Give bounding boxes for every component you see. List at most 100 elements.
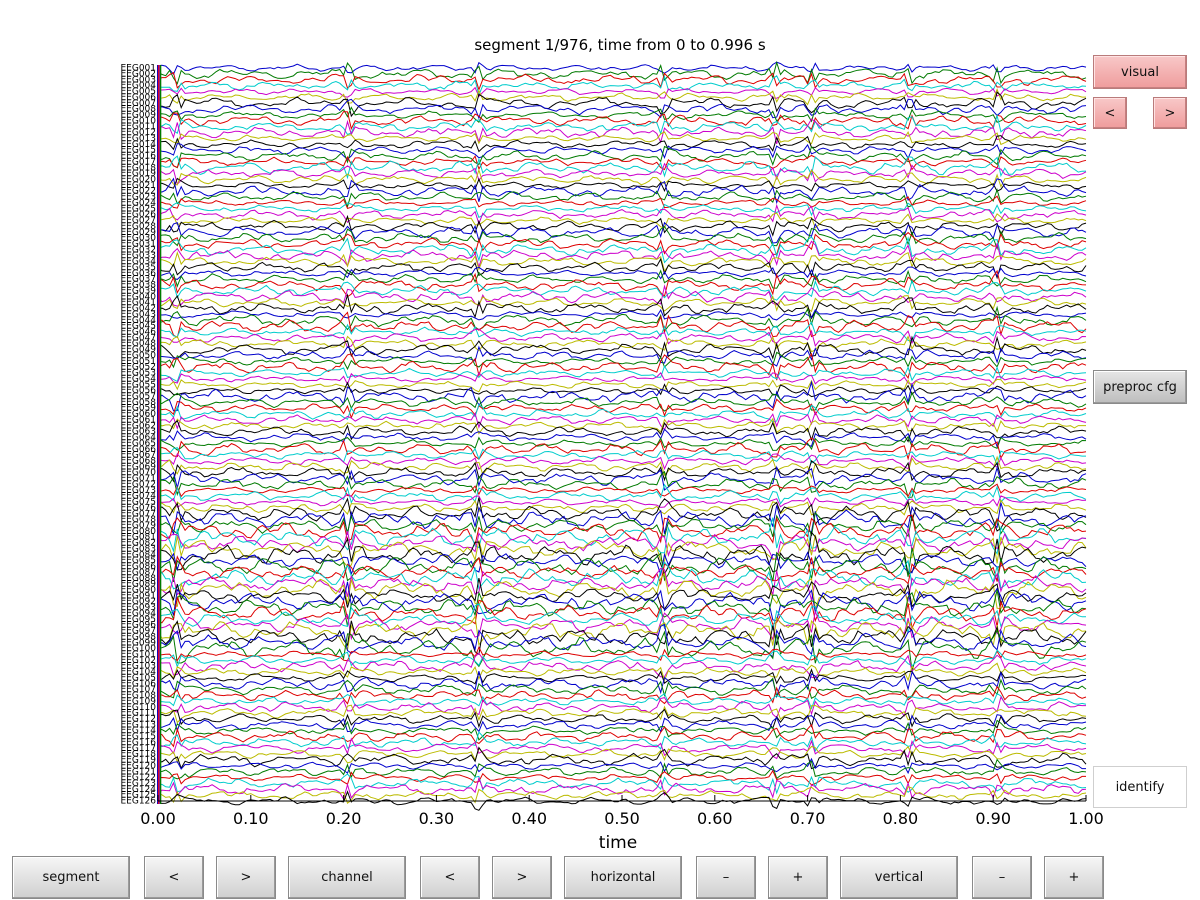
channel-trace: [157, 212, 1087, 229]
horizontal-minus-button[interactable]: –: [696, 856, 756, 899]
channel-label: EEG097: [120, 627, 156, 637]
vertical-button[interactable]: vertical: [840, 856, 958, 899]
channel-label: EEG111: [120, 709, 156, 719]
channel-label: EEG125: [120, 791, 156, 801]
channel-label: EEG086: [120, 562, 156, 572]
channel-label: EEG019: [120, 169, 156, 179]
channel-label: EEG110: [120, 703, 156, 713]
channel-next-button[interactable]: >: [492, 856, 552, 899]
channel-trace: [157, 61, 1087, 76]
visual-prev-button[interactable]: <: [1093, 97, 1127, 129]
channel-trace: [157, 279, 1087, 301]
channel-label: EEG013: [120, 134, 156, 144]
channel-label: EEG006: [120, 93, 156, 103]
channel-label: EEG029: [120, 228, 156, 238]
channel-label: EEG003: [120, 75, 156, 85]
channel-trace: [157, 113, 1087, 136]
channel-label: EEG088: [120, 574, 156, 584]
identify-button[interactable]: identify: [1093, 766, 1187, 808]
horizontal-plus-button[interactable]: +: [768, 856, 828, 899]
x-axis: 0.00 0.10 0.20 0.30 0.40 0.50 0.60 0.70 0.80 0.90…: [140, 795, 1104, 828]
channel-trace: [157, 378, 1087, 393]
channel-label: EEG062: [120, 421, 156, 431]
x-tick-label: 0.10: [233, 809, 269, 828]
channel-label: EEG071: [120, 474, 156, 484]
channel-label: EEG039: [120, 286, 156, 296]
segment-next-button[interactable]: >: [216, 856, 276, 899]
channel-label: EEG059: [120, 404, 156, 414]
channel-trace: [157, 86, 1087, 99]
channel-label: EEG054: [120, 374, 156, 384]
channel-label: EEG037: [120, 275, 156, 285]
channel-label: EEG032: [120, 245, 156, 255]
channel-label: EEG107: [120, 685, 156, 695]
vertical-minus-button[interactable]: –: [972, 856, 1032, 899]
vertical-plus-button[interactable]: +: [1044, 856, 1104, 899]
channel-label: EEG048: [120, 339, 156, 349]
channel-label: EEG056: [120, 386, 156, 396]
channel-trace: [157, 251, 1087, 273]
channel-trace: [157, 517, 1087, 556]
channel-label: EEG079: [120, 521, 156, 531]
channel-trace: [157, 372, 1087, 386]
channel-label: EEG091: [120, 591, 156, 601]
channel-label: EEG026: [120, 210, 156, 220]
channel-trace: [157, 398, 1087, 420]
channel-label: EEG104: [120, 668, 156, 678]
channel-label: EEG041: [120, 298, 156, 308]
channel-trace: [157, 188, 1087, 209]
channel-button[interactable]: channel: [288, 856, 406, 899]
channel-label: EEG075: [120, 498, 156, 508]
channel-label: EEG077: [120, 509, 156, 519]
channel-labels: EEG001EEG002EEG003EEG004EEG005EEG006EEG0…: [120, 64, 156, 807]
channel-trace: [157, 305, 1087, 333]
preproc-cfg-button[interactable]: preproc cfg: [1093, 370, 1187, 404]
visual-next-button[interactable]: >: [1153, 97, 1187, 129]
channel-trace: [157, 381, 1087, 398]
channel-label: EEG017: [120, 157, 156, 167]
horizontal-button[interactable]: horizontal: [564, 856, 682, 899]
x-tick-label: 0.20: [326, 809, 362, 828]
eeg-traces: [157, 60, 1087, 811]
visual-button[interactable]: visual: [1093, 55, 1187, 89]
channel-label: EEG126: [120, 797, 156, 807]
channel-label: EEG002: [120, 70, 156, 80]
channel-trace: [157, 459, 1087, 483]
channel-label: EEG094: [120, 609, 156, 619]
channel-trace: [157, 596, 1087, 630]
channel-label: EEG063: [120, 427, 156, 437]
channel-trace: [157, 502, 1087, 536]
channel-prev-button[interactable]: <: [420, 856, 480, 899]
channel-label: EEG034: [120, 257, 156, 267]
channel-trace: [157, 534, 1087, 567]
channel-label: EEG101: [120, 650, 156, 660]
channel-trace: [157, 695, 1086, 719]
channel-label: EEG009: [120, 111, 156, 121]
channel-trace: [157, 118, 1087, 145]
channel-label: EEG089: [120, 580, 156, 590]
channel-trace: [157, 731, 1087, 753]
segment-prev-button[interactable]: <: [144, 856, 204, 899]
channel-trace: [157, 321, 1087, 342]
channel-trace: [157, 214, 1087, 237]
channel-trace: [157, 437, 1087, 461]
channel-label: EEG072: [120, 480, 156, 490]
segment-button[interactable]: segment: [12, 856, 130, 899]
channel-label: EEG090: [120, 586, 156, 596]
x-tick-label: 0.30: [419, 809, 455, 828]
channel-trace: [157, 776, 1087, 801]
channel-label: EEG024: [120, 199, 156, 209]
channel-label: EEG046: [120, 328, 156, 338]
channel-trace: [157, 483, 1087, 505]
channel-label: EEG035: [120, 263, 156, 273]
channel-trace: [157, 704, 1087, 724]
channel-label: EEG124: [120, 785, 156, 795]
channel-trace: [157, 662, 1087, 682]
channel-label: EEG095: [120, 615, 156, 625]
channel-trace: [157, 162, 1087, 186]
channel-label: EEG116: [120, 738, 156, 748]
channel-label: EEG119: [120, 756, 156, 766]
channel-trace: [157, 786, 1087, 805]
channel-trace: [157, 483, 1087, 498]
channel-trace: [157, 719, 1087, 741]
